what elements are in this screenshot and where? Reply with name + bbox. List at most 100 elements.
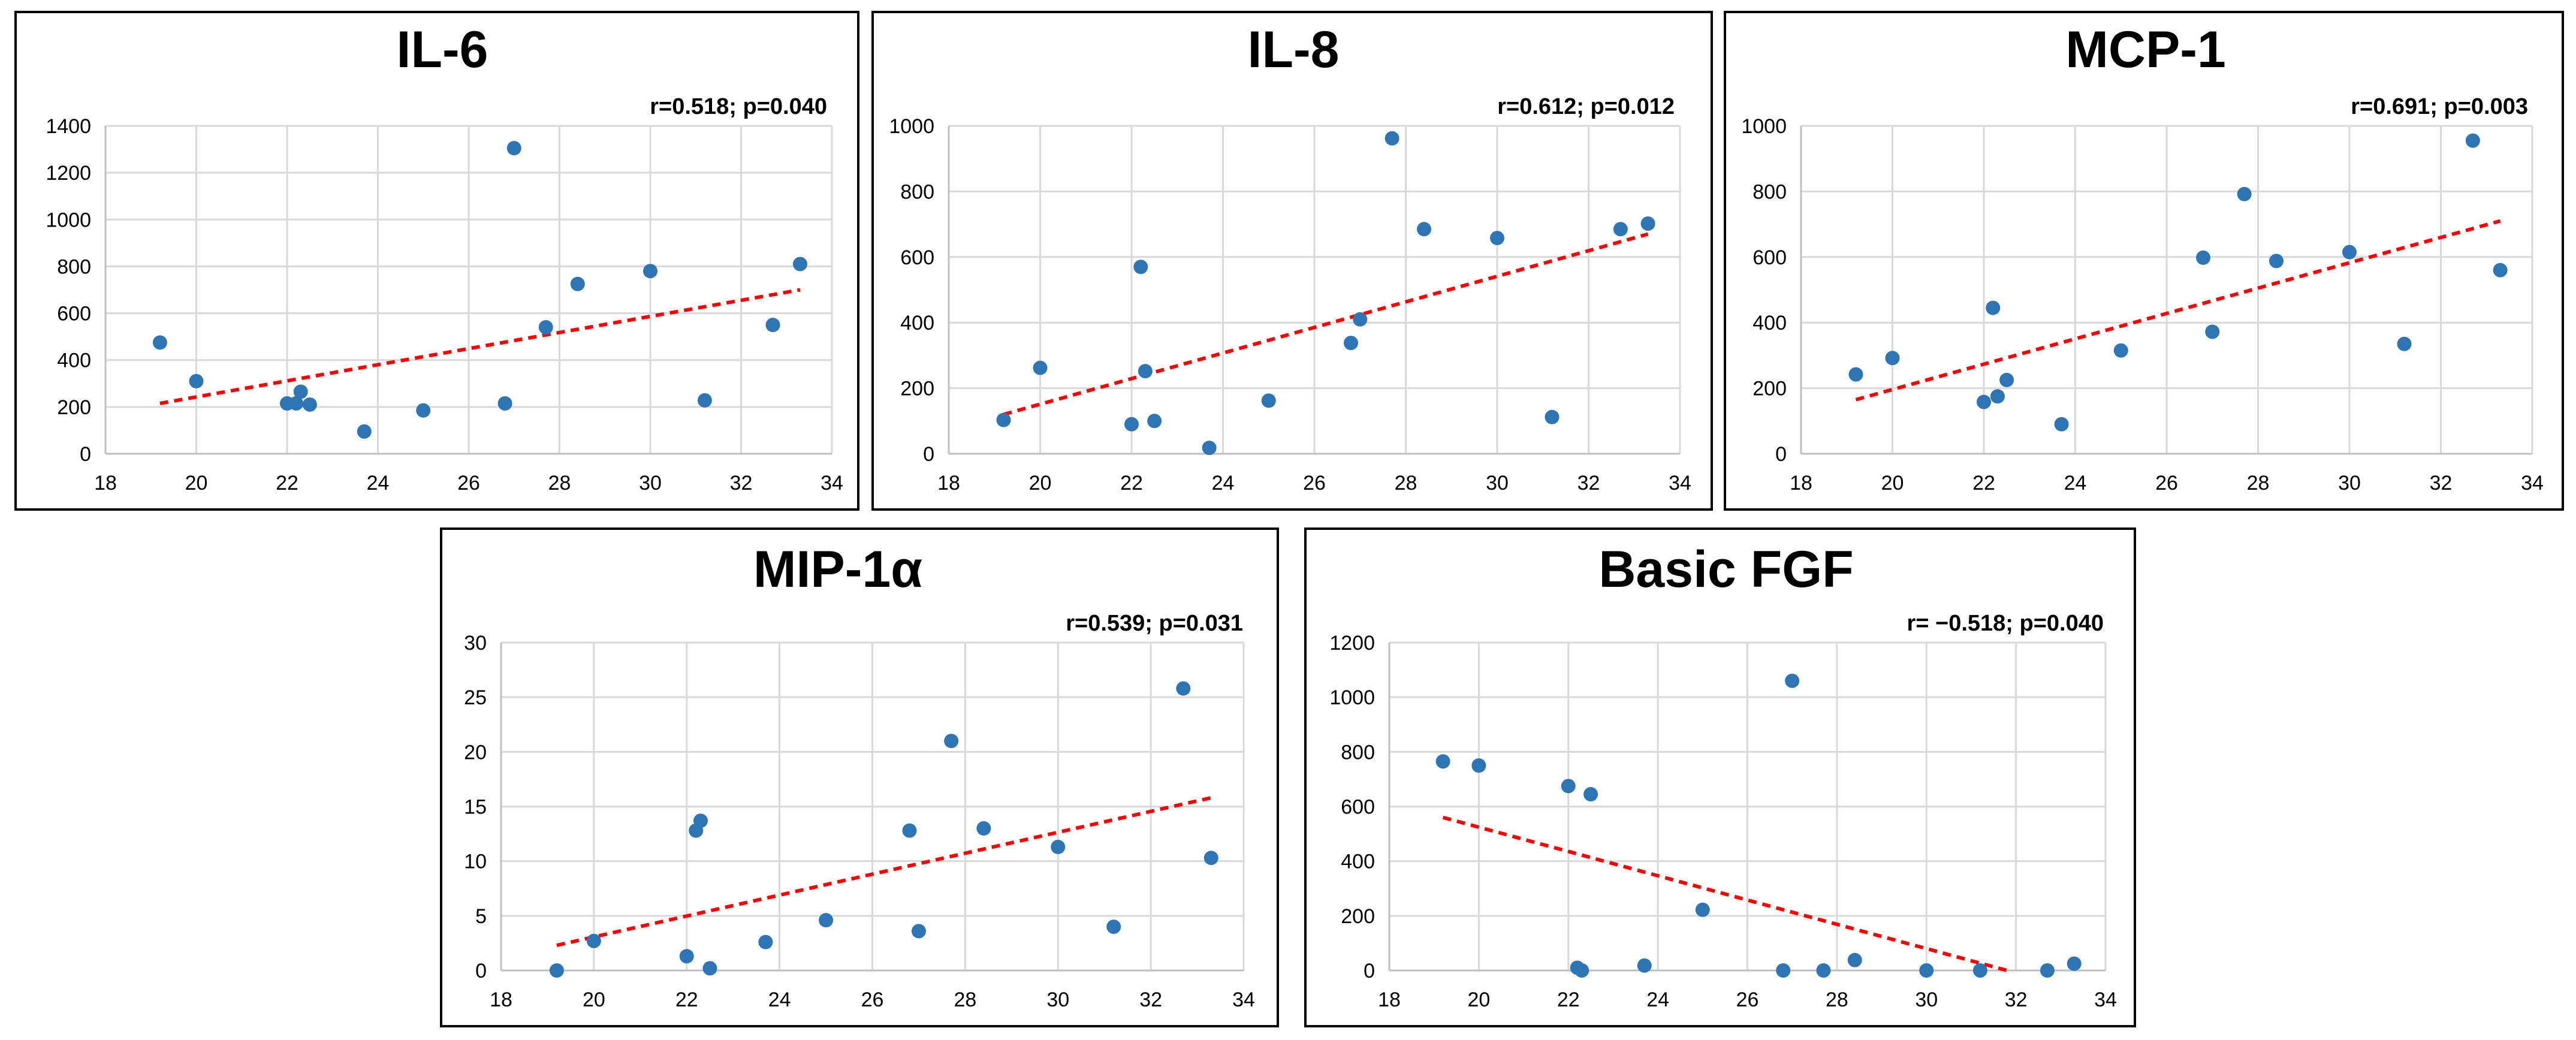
- data-point: [643, 264, 657, 279]
- y-tick-label: 1200: [46, 162, 91, 185]
- data-point: [702, 961, 717, 976]
- y-tick-label: 200: [1341, 905, 1375, 928]
- x-tick-label: 28: [954, 988, 976, 1011]
- y-tick-label: 600: [1752, 246, 1787, 269]
- correlation-stat: r= −0.518; p=0.040: [1907, 611, 2104, 636]
- data-point: [758, 935, 773, 949]
- x-tick-label: 24: [2064, 472, 2087, 495]
- data-point: [1176, 681, 1191, 696]
- data-point: [2113, 343, 2128, 358]
- data-point: [1776, 963, 1791, 978]
- y-tick-label: 1000: [1329, 686, 1375, 709]
- data-point: [416, 403, 431, 418]
- x-tick-label: 22: [675, 988, 698, 1011]
- data-point: [1261, 393, 1276, 408]
- data-point: [1695, 902, 1710, 917]
- y-tick-label: 30: [464, 632, 487, 655]
- scatter-chart-mip1a: 18 20 22 24 26 28 30 32 34 0 5 10 15 20 25 30 MIP-1α r=0.…: [464, 541, 1255, 1011]
- data-point: [1545, 409, 1560, 424]
- data-point: [506, 141, 521, 156]
- data-point: [1637, 958, 1652, 973]
- x-tick-label: 18: [490, 988, 512, 1011]
- chart-panel-mcp1: 18 20 22 24 26 28 30 32 34 0 200 400 600 800 1000 MCP-1…: [1724, 11, 2564, 511]
- data-point: [1490, 231, 1504, 246]
- data-point: [996, 412, 1011, 427]
- y-tick-label: 200: [1752, 378, 1787, 400]
- y-tick-label: 800: [1752, 180, 1787, 203]
- x-tick-label: 20: [185, 472, 208, 495]
- data-point: [1999, 372, 2014, 387]
- trendline: [1442, 815, 2008, 972]
- x-tick-label: 26: [2155, 472, 2178, 495]
- data-point: [497, 396, 512, 411]
- data-point: [1138, 364, 1153, 379]
- data-point: [1885, 351, 1900, 366]
- data-point: [2196, 250, 2210, 265]
- x-tick-label: 28: [1395, 472, 1417, 495]
- x-tick-label: 24: [1646, 988, 1669, 1011]
- chart-panel-il8: 18 20 22 24 26 28 30 32 34 0 200 400 600 800 1000 IL-8 r…: [871, 11, 1713, 511]
- data-point: [1124, 417, 1139, 432]
- data-point: [189, 373, 204, 388]
- data-point: [902, 823, 917, 838]
- data-point: [1435, 754, 1450, 769]
- y-tick-label: 1000: [1741, 115, 1787, 138]
- x-tick-label: 34: [1232, 988, 1255, 1011]
- chart-panel-il6: 18 20 22 24 26 28 30 32 34 0 200 400 600 800 1000 1200 1…: [14, 11, 859, 511]
- data-point: [1202, 441, 1217, 456]
- chart-panel-basic-fgf: 18 20 22 24 26 28 30 32 34 0 200 400 600 800 1000 1200 B…: [1304, 527, 2136, 1027]
- x-tick-label: 32: [1139, 988, 1162, 1011]
- chart-panel-mip1a: 18 20 22 24 26 28 30 32 34 0 5 10 15 20 25 30 MIP-1α r=0.…: [440, 527, 1279, 1027]
- correlation-stat: r=0.612; p=0.012: [1497, 94, 1675, 119]
- x-tick-label: 34: [2521, 472, 2544, 495]
- data-point: [1106, 920, 1121, 935]
- chart-title: MCP-1: [2065, 21, 2226, 79]
- data-point: [1816, 963, 1831, 978]
- x-tick-label: 20: [1029, 472, 1052, 495]
- data-point: [1919, 963, 1934, 978]
- data-point: [1977, 394, 1991, 409]
- data-point: [1848, 367, 1863, 382]
- y-tick-label: 1000: [889, 115, 934, 138]
- trendline: [159, 288, 801, 405]
- data-point: [1384, 131, 1399, 146]
- correlation-stat: r=0.518; p=0.040: [650, 94, 827, 119]
- scatter-chart-il6: 18 20 22 24 26 28 30 32 34 0 200 400 600 800 1000 1200 1…: [46, 21, 843, 495]
- x-tick-label: 30: [1915, 988, 1938, 1011]
- x-tick-label: 20: [1881, 472, 1904, 495]
- y-tick-label: 600: [57, 303, 91, 325]
- scatter-chart-il8: 18 20 22 24 26 28 30 32 34 0 200 400 600 800 1000 IL-8 r…: [889, 21, 1691, 495]
- x-tick-label: 18: [94, 472, 117, 495]
- y-tick-label: 1000: [46, 209, 91, 231]
- scatter-chart-mcp1: 18 20 22 24 26 28 30 32 34 0 200 400 600 800 1000 MCP-1…: [1741, 21, 2544, 495]
- data-point: [1471, 758, 1486, 773]
- x-tick-label: 22: [1120, 472, 1143, 495]
- data-point: [586, 933, 601, 948]
- x-tick-label: 34: [2094, 988, 2117, 1011]
- y-tick-label: 5: [475, 905, 487, 928]
- data-point: [1133, 260, 1148, 275]
- data-point: [693, 813, 708, 828]
- data-point: [570, 276, 585, 291]
- data-point: [1847, 952, 1862, 967]
- correlation-stat: r=0.691; p=0.003: [2351, 94, 2528, 119]
- data-point: [1574, 963, 1589, 978]
- y-tick-label: 400: [57, 349, 91, 372]
- chart-title: IL-6: [397, 21, 488, 79]
- x-tick-label: 30: [639, 472, 662, 495]
- data-point: [1613, 222, 1628, 237]
- x-tick-label: 18: [1790, 472, 1812, 495]
- data-point: [697, 393, 712, 408]
- y-tick-label: 600: [1341, 796, 1375, 819]
- trendline: [1855, 219, 2501, 402]
- data-point: [2067, 956, 2082, 971]
- data-point: [2269, 254, 2284, 269]
- data-point: [1785, 673, 1800, 688]
- data-point: [2040, 963, 2055, 978]
- data-point: [911, 924, 926, 939]
- data-point: [1203, 851, 1218, 866]
- data-point: [1033, 360, 1048, 375]
- scatter-chart-basic-fgf: 18 20 22 24 26 28 30 32 34 0 200 400 600 800 1000 1200 B…: [1329, 541, 2117, 1011]
- x-tick-label: 28: [548, 472, 571, 495]
- y-tick-label: 0: [923, 443, 934, 466]
